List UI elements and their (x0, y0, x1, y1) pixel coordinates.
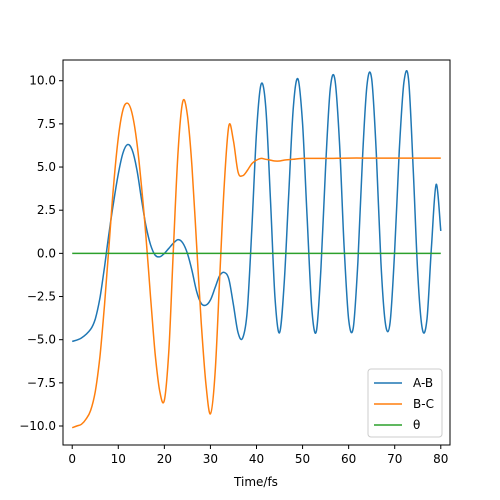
y-tick-label: −2.5 (27, 290, 56, 304)
y-tick-label: −5.0 (27, 333, 56, 347)
y-tick-label: 2.5 (37, 203, 56, 217)
x-tick-label: 60 (341, 452, 356, 466)
y-tick-label: 5.0 (37, 160, 56, 174)
legend-box (367, 368, 443, 438)
series-line-b-c (71, 98, 441, 429)
y-tick-label: 10.0 (29, 74, 56, 88)
legend-label-theta: θ (413, 418, 420, 432)
plot-series (71, 70, 442, 429)
x-tick-label: 0 (68, 452, 76, 466)
y-axis: −10.0 −7.5 −5.0 −2.5 0.0 2.5 5.0 7.5 10.0 (19, 74, 63, 433)
y-tick-label: 7.5 (37, 117, 56, 131)
x-tick-label: 10 (111, 452, 126, 466)
x-tick-label: 70 (387, 452, 402, 466)
legend-label-a-b: A-B (413, 376, 433, 390)
x-tick-label: 30 (203, 452, 218, 466)
x-tick-label: 50 (295, 452, 310, 466)
y-tick-label: −10.0 (19, 419, 56, 433)
x-axis: 0 10 20 30 40 50 60 70 80 (68, 445, 448, 466)
y-tick-label: 0.0 (37, 246, 56, 260)
x-tick-label: 80 (433, 452, 448, 466)
x-tick-label: 20 (157, 452, 172, 466)
legend-label-b-c: B-C (413, 397, 434, 411)
legend: A-B B-C θ (367, 368, 443, 438)
y-tick-label: −7.5 (27, 376, 56, 390)
x-axis-label: Time/fs (233, 475, 278, 489)
x-tick-label: 40 (249, 452, 264, 466)
